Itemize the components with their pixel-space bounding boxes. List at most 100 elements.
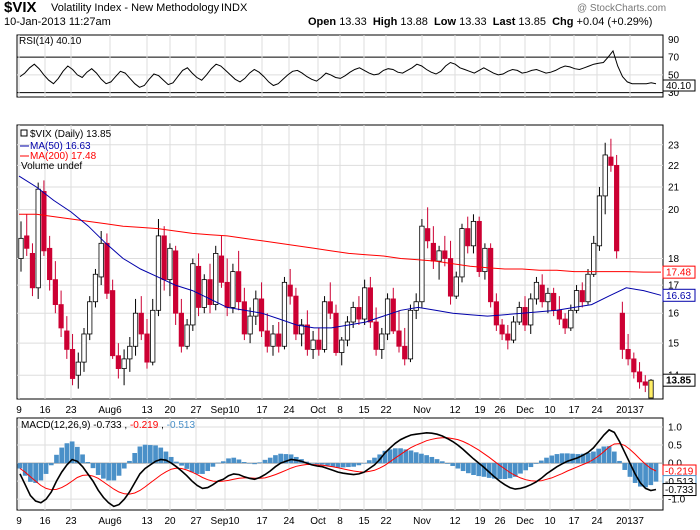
copyright: @ StockCharts.com (577, 3, 667, 14)
candle (98, 242, 104, 278)
macd-histogram-bar (486, 463, 492, 478)
macd-histogram-bar (544, 457, 549, 464)
legend-volume: Volume undef (21, 161, 82, 172)
candle (459, 228, 465, 278)
date-tick-label: 8 (337, 516, 343, 527)
date-tick-label: 27 (190, 405, 202, 416)
timestamp: 10-Jan-2013 11:27am (4, 16, 111, 28)
candle (591, 242, 597, 275)
date-tick-label: 24 (283, 405, 295, 416)
macd-histogram-bar (585, 452, 591, 464)
quote-last-label: Last (492, 16, 516, 28)
macd-legend-hist: -0.513 (167, 420, 196, 431)
macd-histogram-bar (387, 449, 393, 464)
candle (35, 188, 41, 289)
quote-low-value: 13.33 (459, 16, 487, 28)
macd-histogram-bar (413, 452, 419, 464)
legend-ma200: MA(200) 17.48 (30, 151, 97, 162)
candle (327, 301, 333, 314)
macd-histogram-bar (538, 460, 544, 464)
candle (224, 281, 230, 308)
candle (367, 287, 373, 323)
candle (390, 298, 396, 332)
candle (138, 312, 144, 335)
date-tick-label: 16 (39, 405, 51, 416)
candle (218, 255, 225, 283)
macd-histogram-bar (127, 460, 132, 464)
macd-histogram-bar (648, 463, 654, 486)
macd-histogram-bar (163, 451, 169, 464)
macd-histogram-bar (356, 463, 362, 466)
candle (310, 339, 316, 350)
candle (121, 358, 127, 370)
macd-histogram-bar (549, 455, 555, 464)
macd-histogram-bar (492, 463, 497, 479)
date-tick-label: 9 (16, 516, 22, 527)
macd-histogram-bar (502, 463, 508, 479)
candle (562, 318, 568, 329)
date-tick-label: Oct (310, 405, 326, 416)
signal-line (19, 437, 657, 495)
macd-histogram-bar (85, 462, 91, 464)
candle (356, 307, 362, 320)
macd-histogram-bar (278, 453, 284, 464)
macd-histogram-bar (481, 463, 487, 477)
macd-panel: 1.00.50.0-0.5-1.0 -0.219-0.513-0.733 MAC… (16, 417, 697, 511)
candle (396, 330, 402, 347)
legend-ma50: MA(50) 16.63 (30, 141, 91, 152)
date-tick-label: 15 (358, 405, 370, 416)
candle (155, 235, 162, 311)
candle (447, 258, 454, 297)
candle (173, 250, 179, 314)
date-tick-label: 23 (65, 516, 77, 527)
candle (316, 339, 322, 350)
candle (636, 371, 643, 383)
candle (241, 301, 247, 335)
price-tick-label: 23 (668, 140, 680, 151)
macd-histogram-bar (439, 461, 445, 464)
candle (510, 321, 517, 341)
macd-line (19, 428, 657, 508)
candle (69, 348, 76, 379)
rsi-tick-label: 50 (668, 70, 680, 81)
candle (258, 298, 265, 332)
date-tick-label: 15 (358, 516, 370, 527)
macd-histogram-bar (559, 453, 565, 464)
candle (442, 250, 448, 259)
macd-histogram-bar (627, 463, 633, 477)
price-last-label: 17.48 (666, 268, 691, 279)
price-last-label: 16.63 (666, 291, 691, 302)
macd-histogram-bar (638, 463, 643, 487)
candle (276, 333, 282, 347)
macd-histogram-bar (507, 463, 513, 479)
macd-histogram-bar (320, 463, 325, 465)
date-tick-label: 24 (591, 516, 603, 527)
macd-histogram-bar (445, 463, 450, 464)
macd-histogram-bar (69, 441, 75, 464)
macd-histogram-bar (335, 463, 341, 468)
macd-histogram-bar (137, 446, 143, 464)
macd-histogram-bar (252, 463, 257, 465)
macd-histogram-bar (366, 460, 372, 464)
macd-histogram-bar (419, 453, 424, 464)
macd-histogram-bar (205, 463, 211, 472)
macd-histogram-bar (59, 447, 65, 464)
candle (482, 247, 488, 273)
candle (87, 301, 93, 335)
date-tick-label: 22 (380, 516, 392, 527)
candle (161, 235, 167, 281)
macd-histogram-bar (90, 463, 96, 469)
candle (29, 253, 36, 289)
macd-histogram-bar (424, 455, 429, 464)
candle (104, 242, 110, 294)
price-last-box (662, 288, 696, 302)
macd-histogram-bar (184, 463, 190, 469)
candle (110, 290, 116, 357)
candle (436, 250, 442, 262)
candle (499, 324, 505, 335)
quote-chg-label: Chg (552, 16, 574, 28)
ma200-line (19, 213, 661, 273)
candle (321, 301, 328, 350)
